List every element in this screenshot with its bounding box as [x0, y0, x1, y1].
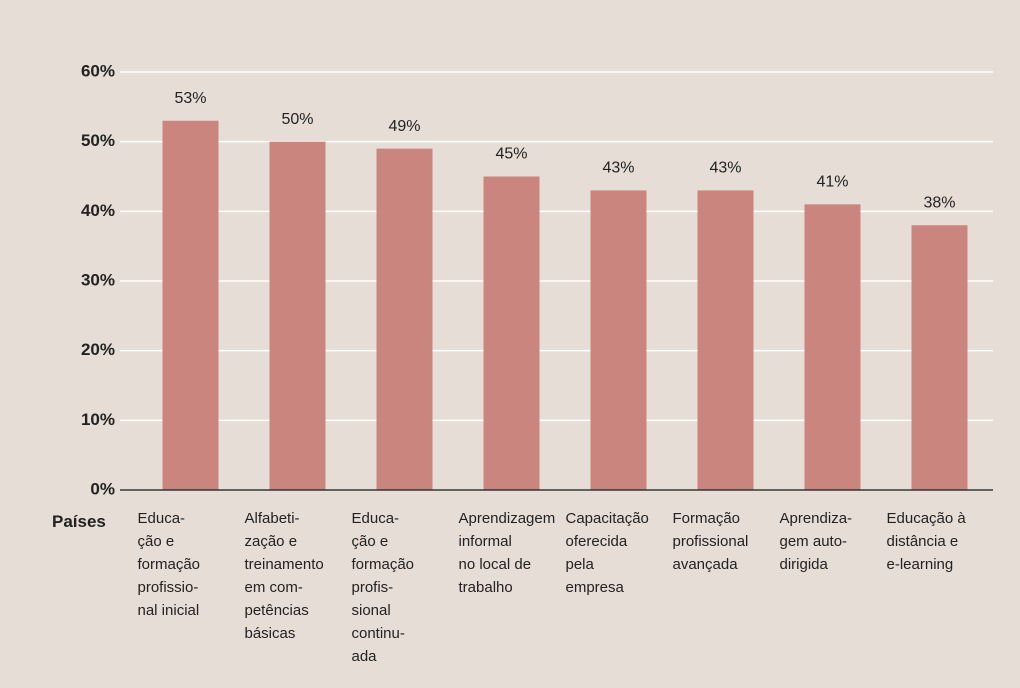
x-tick-label: Educação à distância e e-learning [886, 510, 966, 573]
y-tick-label: 50% [81, 131, 115, 150]
y-tick-label: 10% [81, 410, 115, 429]
y-tick-label: 0% [90, 479, 115, 498]
y-tick-label: 30% [81, 270, 115, 289]
bar [590, 190, 647, 490]
value-label: 53% [174, 90, 206, 107]
value-label: 43% [602, 160, 634, 177]
y-tick-label: 20% [81, 340, 115, 359]
value-label: 49% [388, 118, 420, 135]
bar [697, 190, 754, 490]
value-label: 38% [923, 194, 955, 211]
bar [376, 148, 433, 490]
y-tick-label: 60% [81, 61, 115, 80]
bar [804, 204, 861, 490]
y-tick-label: 40% [81, 201, 115, 220]
x-tick-label: Alfabeti- zação e treinamento em com- pe… [244, 510, 324, 642]
bar [162, 120, 219, 491]
bar [269, 141, 326, 490]
x-axis-label: Países [52, 512, 106, 531]
x-tick-label: Aprendiza- gem auto- dirigida [779, 510, 853, 573]
bar [483, 176, 540, 490]
value-label: 45% [495, 146, 527, 163]
x-tick-label: Educa- ção e formação profis- sional con… [351, 510, 415, 665]
bar [911, 225, 968, 490]
x-tick-label: Formação profissional avançada [672, 510, 749, 573]
x-tick-label: Educa- ção e formação profissio- nal ini… [137, 510, 201, 619]
x-tick-label: Capacitação oferecida pela empresa [565, 510, 649, 596]
x-tick-label: Aprendizagem informal no local de trabal… [458, 510, 556, 596]
value-label: 41% [816, 174, 848, 191]
value-label: 50% [281, 111, 313, 128]
value-label: 43% [709, 160, 741, 177]
